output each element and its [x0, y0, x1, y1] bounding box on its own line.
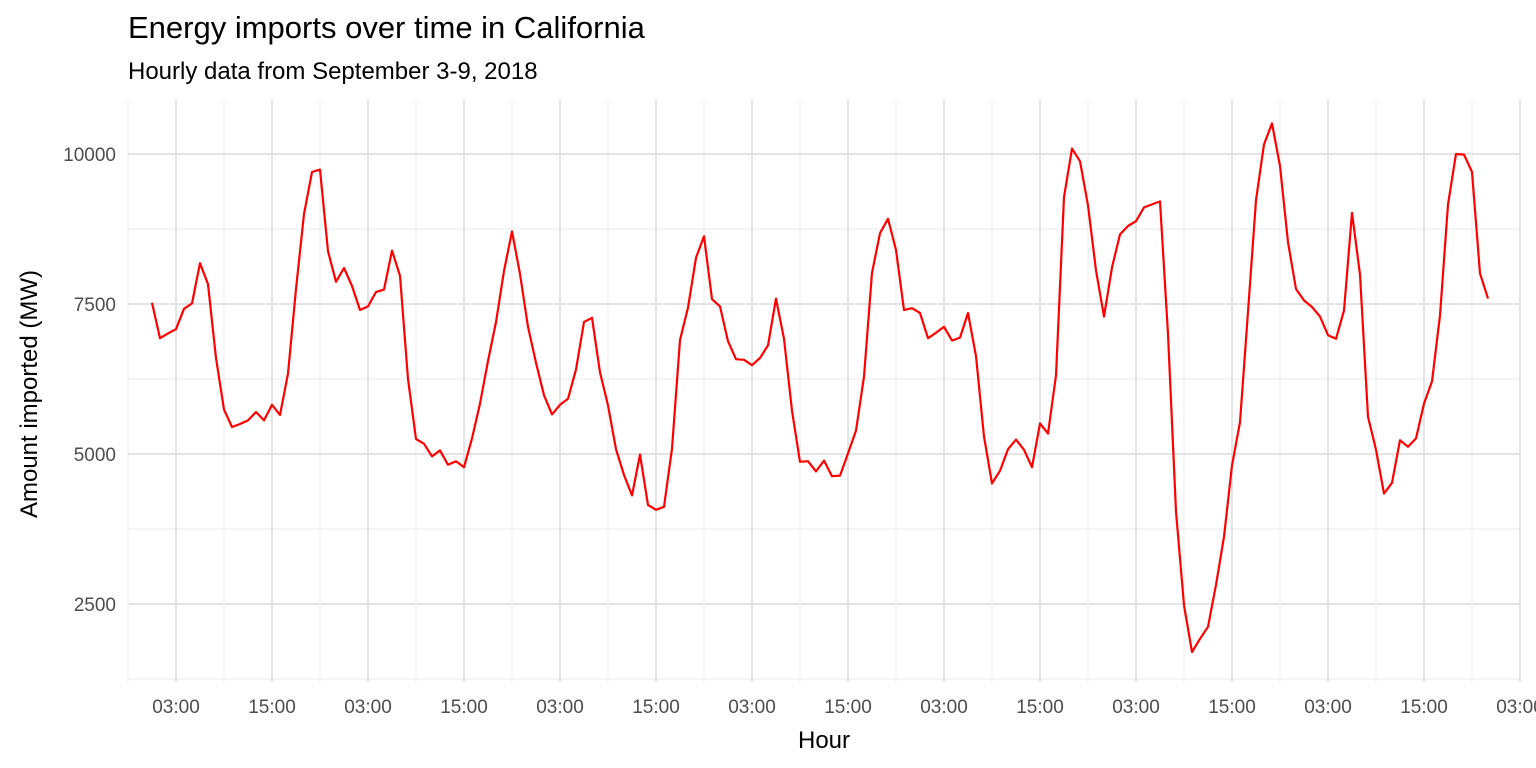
chart-title: Energy imports over time in California — [128, 10, 645, 45]
x-tick-label: 03:00 — [1496, 697, 1536, 718]
x-tick-label: 15:00 — [1016, 697, 1064, 718]
y-tick-label: 10000 — [63, 145, 116, 166]
x-tick-label: 15:00 — [632, 697, 680, 718]
x-tick-label: 15:00 — [1208, 697, 1256, 718]
x-tick-label: 03:00 — [920, 697, 968, 718]
x-axis-title: Hour — [798, 727, 850, 754]
x-tick-label: 03:00 — [1112, 697, 1160, 718]
y-axis-title: Amount imported (MW) — [16, 270, 43, 518]
x-tick-label: 15:00 — [824, 697, 872, 718]
y-axis-ticks: 2500 5000 7500 10000 — [63, 145, 116, 616]
x-tick-label: 03:00 — [728, 697, 776, 718]
series-line — [150, 122, 1490, 654]
x-tick-label: 03:00 — [152, 697, 200, 718]
y-tick-label: 2500 — [74, 595, 116, 616]
y-tick-label: 5000 — [74, 445, 116, 466]
chart-subtitle: Hourly data from September 3-9, 2018 — [128, 58, 538, 85]
grid-lines — [127, 100, 1521, 682]
x-tick-label: 03:00 — [536, 697, 584, 718]
x-tick-label: 03:00 — [1304, 697, 1352, 718]
y-tick-label: 7500 — [74, 295, 116, 316]
x-tick-label: 15:00 — [248, 697, 296, 718]
x-tick-label: 03:00 — [344, 697, 392, 718]
x-tick-label: 15:00 — [440, 697, 488, 718]
x-tick-label: 15:00 — [1400, 697, 1448, 718]
x-axis-ticks: 03:00 15:00 03:00 15:00 03:00 15:00 03:00 15:00… — [152, 697, 1536, 718]
plot-area — [150, 122, 1490, 654]
